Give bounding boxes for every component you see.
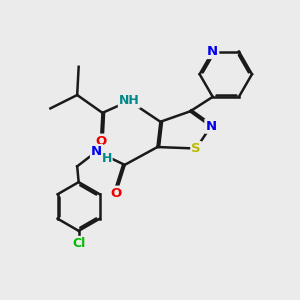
Text: N: N (207, 45, 218, 58)
Text: Cl: Cl (72, 237, 85, 250)
Text: H: H (102, 152, 112, 164)
Text: NH: NH (119, 94, 140, 107)
Text: O: O (95, 135, 106, 148)
Text: N: N (91, 145, 102, 158)
Text: N: N (206, 120, 217, 133)
Text: S: S (191, 142, 201, 155)
Text: O: O (110, 187, 122, 200)
